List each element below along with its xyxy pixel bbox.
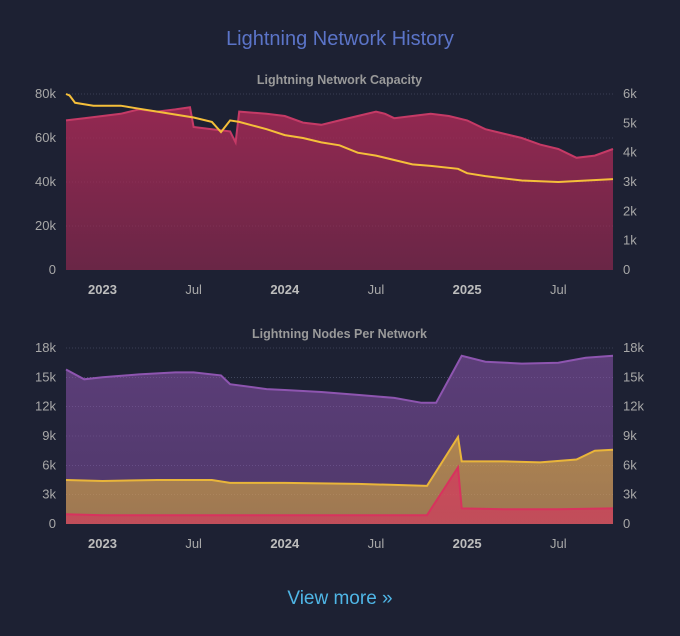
y-left-tick-label: 0 [49,262,56,277]
x-tick-label: Jul [185,282,202,297]
capacity-line [65,106,614,159]
chart-svg: Lightning Network Capacity 0 20k 40k 60k 80k 0… [35,73,637,297]
y-right-tick-label: 18k [623,340,644,355]
x-tick-label: Jul [185,536,202,551]
y-right-tick-label: 4k [623,145,637,160]
y-left-tick-label: 0 [49,516,56,531]
chart-svg: Lightning Nodes Per Network 0 3k 6k 9k 12k 15k… [35,327,644,551]
page-title: Lightning Network History [226,28,454,50]
y-left-tick-label: 12k [35,399,56,414]
y-right-tick-label: 0 [623,262,630,277]
channels-line [65,93,614,184]
y-right-tick-label: 15k [623,369,644,384]
y-left-tick-label: 60k [35,130,56,145]
x-tick-label: Jul [550,282,567,297]
y-left-tick-label: 3k [42,487,56,502]
chart-title: Lightning Nodes Per Network [252,327,427,341]
y-right-tick-label: 3k [623,487,637,502]
capacity-area [66,107,613,270]
y-right-tick-label: 3k [623,174,637,189]
y-left-tick-label: 80k [35,86,56,101]
y-right-tick-label: 5k [623,115,637,130]
x-tick-label: 2024 [270,536,300,551]
x-tick-label: Jul [368,282,385,297]
x-tick-label: 2025 [453,536,482,551]
x-tick-label: Jul [368,536,385,551]
y-left-tick-label: 18k [35,340,56,355]
y-left-tick-label: 20k [35,218,56,233]
tor-area [66,437,613,524]
y-right-tick-label: 6k [623,86,637,101]
x-tick-label: Jul [550,536,567,551]
nodes-per-network-chart: Lightning Nodes Per Network 0 3k 6k 9k 12k 15k… [0,320,680,560]
x-tick-label: 2025 [453,282,482,297]
view-more-link[interactable]: View more » [287,588,393,609]
tor-line [65,434,614,487]
y-right-tick-label: 6k [623,457,637,472]
y-right-tick-label: 12k [623,399,644,414]
x-tick-label: 2023 [88,282,117,297]
y-left-tick-label: 6k [42,457,56,472]
y-right-tick-label: 1k [623,233,637,248]
chart-title: Lightning Network Capacity [257,73,422,87]
y-right-tick-label: 2k [623,203,637,218]
clearnet-line [65,354,614,404]
y-left-tick-label: 40k [35,174,56,189]
x-tick-label: 2024 [270,282,300,297]
y-left-tick-label: 15k [35,369,56,384]
y-left-tick-label: 9k [42,428,56,443]
x-tick-label: 2023 [88,536,117,551]
unannounced-line [65,464,614,517]
y-right-tick-label: 9k [623,428,637,443]
capacity-chart: Lightning Network Capacity 0 20k 40k 60k 80k 0… [0,66,680,306]
unannounced-area [66,467,613,524]
y-right-tick-label: 0 [623,516,630,531]
